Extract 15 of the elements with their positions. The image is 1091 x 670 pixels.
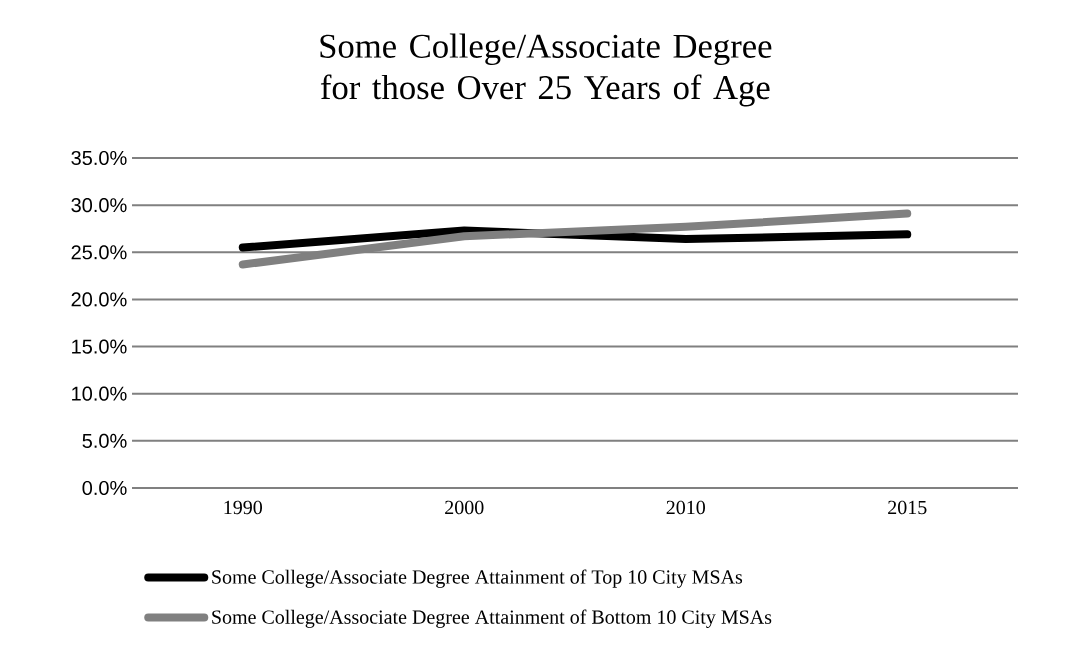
y-tick-label: 35.0% [71, 150, 127, 166]
x-tick-label: 2015 [888, 500, 927, 515]
y-tick-label: 5.0% [82, 433, 127, 448]
legend-label: Some College/Associate Degree Attainment of Top 10 City MSAs [212, 569, 743, 588]
y-tick-label: 15.0% [72, 339, 127, 354]
y-tick-label: 10.0% [72, 386, 127, 401]
x-tick-label: 1990 [224, 500, 262, 515]
y-tick-label: 20.0% [71, 292, 127, 307]
y-tick-label: 30.0% [71, 198, 127, 213]
x-tick-label: 2010 [666, 500, 705, 515]
x-tick-label: 2000 [445, 500, 484, 515]
y-tick-label: 0.0% [82, 480, 127, 496]
y-tick-label: 25.0% [71, 245, 127, 260]
chart-title: Some College/Associate Degree for those Over 25 Years of Age [320, 33, 772, 107]
legend-label: Some College/Associate Degree Attainment of Bottom 10 City MSAs [212, 609, 772, 628]
